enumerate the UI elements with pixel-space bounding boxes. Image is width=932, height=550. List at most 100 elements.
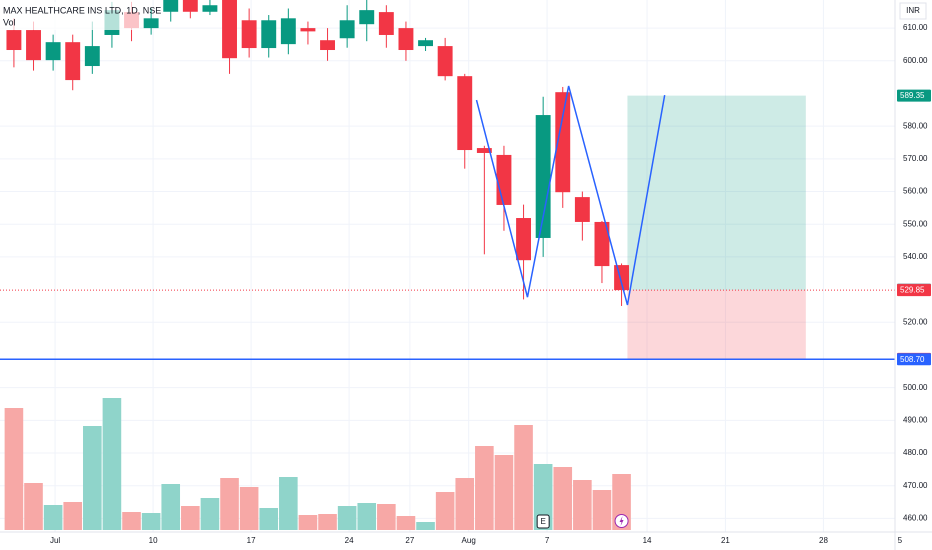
- volume-bar: [533, 464, 553, 530]
- x-tick-label: 21: [721, 536, 730, 545]
- chart-title: MAX HEALTHCARE INS LTD, 1D, NSE: [3, 5, 161, 15]
- x-tick-label: 5: [898, 536, 903, 545]
- legend-bg: [0, 2, 140, 30]
- volume-bar: [514, 425, 533, 530]
- candle-body: [359, 10, 375, 25]
- y-tick-label: 540.00: [903, 252, 928, 261]
- volume-bar: [4, 408, 24, 530]
- x-tick-label: 14: [643, 536, 652, 545]
- y-tick-label: 570.00: [903, 154, 928, 163]
- price-label-box: [897, 353, 931, 366]
- volume-bar: [259, 508, 279, 530]
- volume-bar: [377, 504, 396, 530]
- candle-body: [143, 18, 159, 29]
- candle-body: [280, 18, 296, 45]
- volume-bar: [220, 478, 239, 530]
- candle-body: [6, 30, 22, 51]
- pattern-line: [475, 85, 666, 306]
- candle-body: [182, 0, 198, 12]
- candle-body: [437, 46, 453, 77]
- volume-bar: [475, 446, 494, 530]
- event-icon: [619, 516, 624, 526]
- candle-body: [26, 30, 41, 61]
- y-tick-label: 560.00: [903, 187, 928, 196]
- y-tick-label: 550.00: [903, 219, 928, 228]
- volume-bar: [83, 426, 102, 530]
- candle-body: [594, 221, 610, 267]
- y-tick-label: 470.00: [903, 481, 928, 490]
- volume-label: Vol: [3, 17, 16, 27]
- candle-body: [457, 76, 473, 151]
- volume-bar: [102, 398, 122, 530]
- event-marker: [536, 514, 550, 529]
- price-label: 508.70: [900, 355, 925, 364]
- price-label: 529.85: [900, 286, 925, 295]
- plot-area: [0, 0, 895, 532]
- event-label: E: [540, 517, 545, 526]
- volume-bar: [63, 502, 83, 530]
- volume-bar: [141, 513, 161, 530]
- volume-bar: [239, 487, 259, 530]
- volume-bar: [357, 503, 377, 530]
- candle-body: [241, 20, 257, 49]
- x-tick-label: 7: [545, 536, 550, 545]
- volume-bar: [396, 516, 416, 530]
- candle-body: [202, 5, 218, 12]
- x-tick-label: Aug: [462, 536, 476, 545]
- y-tick-label: 600.00: [903, 56, 928, 65]
- position-stop: [627, 290, 806, 359]
- x-tick-label: 10: [149, 536, 158, 545]
- volume-bar: [592, 490, 612, 530]
- volume-bar: [455, 478, 475, 530]
- position-target: [627, 95, 806, 291]
- x-tick-label: 28: [819, 536, 828, 545]
- y-tick-label: 460.00: [903, 514, 928, 523]
- candle-body: [476, 148, 492, 153]
- volume-bar: [337, 506, 357, 530]
- x-tick-label: 17: [247, 536, 256, 545]
- y-tick-label: 480.00: [903, 448, 928, 457]
- candle-body: [261, 20, 277, 49]
- candle-body: [418, 40, 433, 47]
- y-tick-label: 490.00: [903, 415, 928, 424]
- volume-bar: [181, 506, 200, 530]
- candle-body: [222, 0, 237, 59]
- candle-body: [45, 42, 61, 61]
- x-tick-label: 24: [345, 536, 354, 545]
- volume-bar: [494, 455, 514, 530]
- currency[interactable]: INR: [906, 6, 920, 15]
- candle-body: [496, 154, 512, 205]
- price-label-box: [897, 89, 931, 102]
- volume-bar: [279, 477, 298, 530]
- candle-body: [339, 20, 355, 39]
- y-tick-label: 610.00: [903, 23, 928, 32]
- candle-body: [84, 46, 100, 67]
- volume-bar: [416, 522, 435, 530]
- x-tick-label: 27: [405, 536, 414, 545]
- candle-body: [378, 12, 394, 35]
- volume-bar: [435, 492, 455, 530]
- candle-body: [300, 28, 316, 32]
- candle-body: [320, 40, 335, 51]
- y-tick-label: 580.00: [903, 121, 928, 130]
- volume-bar: [298, 515, 318, 530]
- candle-body: [398, 28, 414, 51]
- x-tick-label: Jul: [50, 536, 60, 545]
- currency-box[interactable]: [899, 2, 927, 20]
- candle-body: [65, 42, 81, 81]
- y-tick-label: 500.00: [903, 383, 928, 392]
- candle-body: [574, 197, 590, 222]
- volume-bar: [24, 483, 43, 530]
- price-label-box: [897, 284, 931, 297]
- volume-bar: [318, 514, 337, 530]
- candle-body: [535, 115, 551, 238]
- volume-bar: [573, 480, 592, 530]
- candle-body: [516, 218, 532, 261]
- volume-bar: [161, 484, 181, 530]
- volume-bar: [122, 512, 141, 530]
- volume-bar: [553, 467, 573, 530]
- candle-body: [614, 265, 630, 291]
- candle-body: [555, 92, 571, 193]
- price-label: 589.35: [900, 91, 925, 100]
